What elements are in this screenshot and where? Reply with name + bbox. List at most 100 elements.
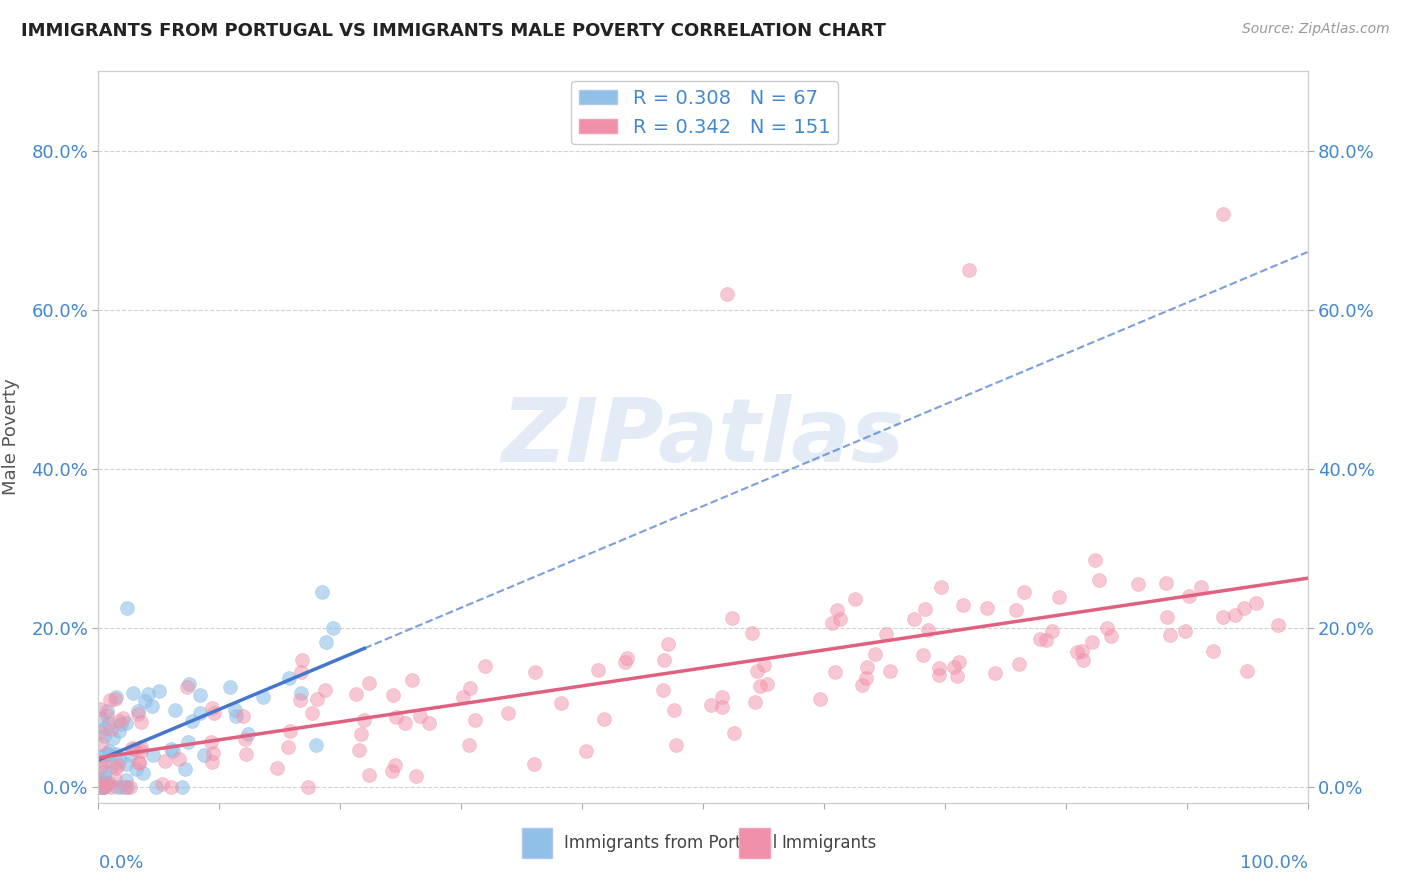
Point	[232, 708, 254, 723]
Point	[297, 780, 319, 794]
Point	[1223, 607, 1246, 622]
Point	[917, 623, 939, 637]
Point	[755, 677, 778, 691]
Point	[523, 665, 546, 679]
Point	[1236, 664, 1258, 678]
Point	[201, 746, 224, 760]
Point	[745, 664, 768, 678]
Point	[307, 692, 329, 706]
Point	[711, 700, 734, 714]
Point	[93, 780, 115, 794]
Point	[1244, 596, 1267, 610]
Point	[224, 703, 246, 717]
Point	[96, 777, 118, 791]
Point	[820, 615, 842, 630]
Point	[381, 688, 404, 702]
Point	[101, 731, 124, 745]
Point	[93, 729, 115, 743]
Point	[588, 663, 610, 677]
Point	[301, 706, 323, 720]
Point	[593, 712, 616, 726]
Point	[110, 780, 132, 794]
Point	[105, 761, 128, 775]
Point	[652, 683, 675, 698]
Y-axis label: Male Poverty: Male Poverty	[1, 379, 20, 495]
Point	[104, 692, 127, 706]
Point	[749, 679, 772, 693]
Point	[914, 602, 936, 616]
Point	[863, 647, 886, 661]
Point	[138, 687, 160, 701]
Point	[657, 636, 679, 650]
Point	[91, 780, 114, 794]
Point	[305, 738, 328, 752]
Point	[142, 747, 165, 762]
Point	[233, 732, 256, 747]
Point	[347, 742, 370, 756]
Point	[1084, 553, 1107, 567]
Text: Source: ZipAtlas.com: Source: ZipAtlas.com	[1241, 22, 1389, 37]
Text: ZIPatlas: ZIPatlas	[502, 393, 904, 481]
Point	[94, 747, 117, 762]
Point	[928, 661, 950, 675]
Point	[879, 664, 901, 678]
Point	[90, 772, 112, 786]
Point	[110, 717, 132, 731]
Point	[856, 660, 879, 674]
Point	[225, 709, 247, 723]
Point	[172, 780, 194, 794]
Point	[90, 748, 112, 763]
Point	[165, 703, 187, 717]
Point	[662, 703, 685, 717]
Point	[928, 668, 950, 682]
Point	[523, 757, 546, 772]
Point	[90, 774, 112, 789]
Point	[96, 704, 118, 718]
Point	[350, 727, 373, 741]
Point	[115, 716, 138, 731]
Point	[114, 773, 136, 788]
Point	[98, 715, 121, 730]
Point	[104, 747, 127, 761]
Point	[91, 775, 114, 789]
Point	[1174, 624, 1197, 639]
Point	[405, 769, 427, 783]
Point	[150, 777, 173, 791]
Point	[277, 740, 299, 755]
Point	[153, 754, 176, 768]
Point	[141, 699, 163, 714]
Text: Immigrants: Immigrants	[782, 834, 877, 852]
Point	[752, 658, 775, 673]
Point	[201, 700, 224, 714]
Text: Immigrants from Portugal: Immigrants from Portugal	[564, 834, 778, 852]
Point	[550, 696, 572, 710]
Point	[945, 669, 967, 683]
Point	[290, 665, 312, 680]
Point	[1189, 581, 1212, 595]
Point	[1126, 576, 1149, 591]
Point	[652, 652, 675, 666]
Point	[115, 601, 138, 615]
Point	[122, 686, 145, 700]
Point	[148, 684, 170, 698]
Point	[94, 721, 117, 735]
Point	[1066, 644, 1088, 658]
Point	[160, 780, 183, 794]
Point	[115, 757, 138, 772]
Point	[384, 758, 406, 772]
Text: 100.0%: 100.0%	[1240, 854, 1308, 872]
Point	[89, 702, 111, 716]
FancyBboxPatch shape	[740, 829, 769, 858]
Point	[1029, 632, 1052, 646]
Point	[381, 764, 404, 778]
Point	[145, 780, 167, 794]
Point	[942, 659, 965, 673]
Point	[105, 780, 128, 794]
Point	[100, 722, 122, 736]
Point	[357, 768, 380, 782]
Point	[614, 655, 637, 669]
Point	[1156, 610, 1178, 624]
Point	[1012, 584, 1035, 599]
Point	[188, 706, 211, 721]
Point	[844, 592, 866, 607]
